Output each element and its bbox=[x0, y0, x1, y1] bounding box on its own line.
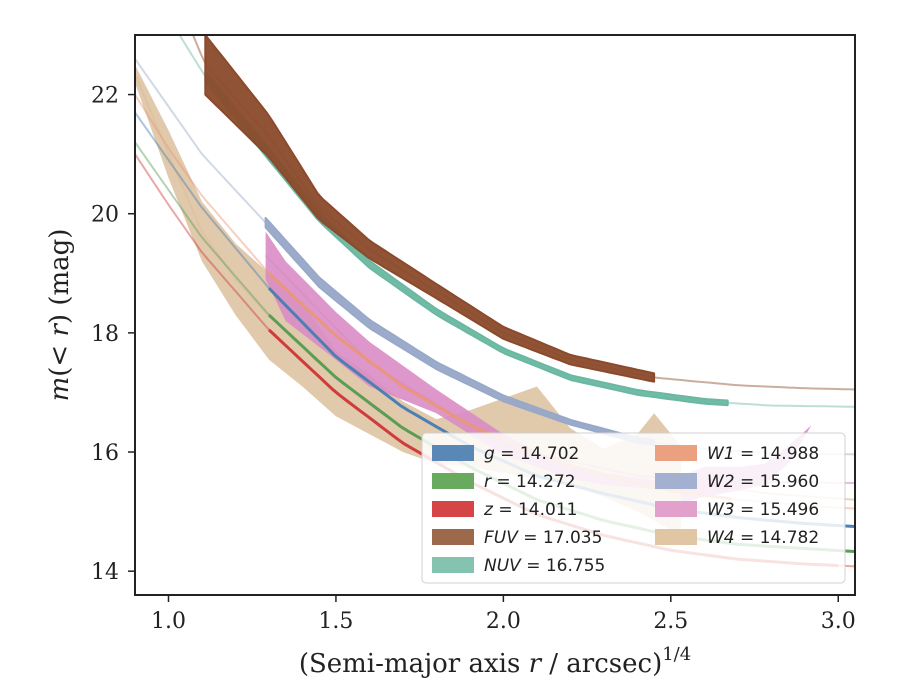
legend-swatch bbox=[655, 445, 697, 461]
x-tick-label: 1.0 bbox=[151, 609, 186, 634]
legend-entry: W1 = 14.988 bbox=[655, 444, 819, 464]
ticks-layer: 1.0 1.5 2.0 2.5 3.0 14 16 18 20 22 bbox=[91, 84, 856, 634]
y-tick-label: 20 bbox=[91, 203, 119, 228]
y-tick-label: 16 bbox=[91, 441, 119, 466]
legend-swatch bbox=[432, 529, 474, 545]
legend-swatch bbox=[655, 501, 697, 517]
legend-entry: W4 = 14.782 bbox=[655, 528, 819, 548]
legend-swatch bbox=[432, 473, 474, 489]
legend: g = 14.702 r = 14.272 z = 14.011 FUV = 17.0… bbox=[421, 432, 846, 584]
legend-label: NUV = 16.755 bbox=[484, 556, 605, 576]
legend-label: g = 14.702 bbox=[484, 444, 579, 464]
legend-entry: g = 14.702 bbox=[432, 444, 579, 464]
legend-entry: NUV = 16.755 bbox=[432, 556, 605, 576]
y-tick-label: 18 bbox=[91, 322, 119, 347]
legend-swatch bbox=[432, 501, 474, 517]
band-W3 bbox=[265, 231, 855, 493]
legend-label: FUV = 17.035 bbox=[484, 528, 602, 548]
legend-label: r = 14.272 bbox=[484, 472, 576, 492]
y-axis-title: m(< r) (mag) bbox=[45, 229, 75, 402]
band-NUV bbox=[204, 70, 729, 407]
legend-entry: W2 = 15.960 bbox=[655, 472, 819, 492]
band-FUV bbox=[204, 35, 656, 383]
model-W4 bbox=[135, 73, 270, 318]
legend-label: z = 14.011 bbox=[483, 500, 577, 520]
legend-label: W2 = 15.960 bbox=[707, 472, 819, 492]
x-tick-label: 3.0 bbox=[821, 609, 856, 634]
legend-swatch bbox=[432, 445, 474, 461]
legend-entry: W3 = 15.496 bbox=[655, 500, 819, 520]
legend-label: W1 = 14.988 bbox=[707, 444, 819, 464]
legend-box bbox=[421, 432, 846, 584]
legend-label: W4 = 14.782 bbox=[707, 528, 819, 548]
y-tick-label: 22 bbox=[91, 84, 119, 109]
x-axis-title: (Semi-major axis r / arcsec)1/4 bbox=[299, 644, 691, 679]
legend-entry: r = 14.272 bbox=[432, 472, 576, 492]
legend-swatch bbox=[655, 473, 697, 489]
legend-swatch bbox=[655, 529, 697, 545]
band-W4 bbox=[135, 64, 681, 536]
x-tick-label: 2.0 bbox=[486, 609, 521, 634]
series-FUV bbox=[191, 35, 855, 391]
plot-frame bbox=[134, 34, 856, 596]
legend-label: W3 = 15.496 bbox=[707, 500, 819, 520]
legend-swatch bbox=[432, 557, 474, 573]
x-tick-label: 1.5 bbox=[318, 609, 353, 634]
legend-entry: z = 14.011 bbox=[432, 500, 577, 520]
y-tick-label: 14 bbox=[91, 560, 119, 585]
legend-entry: FUV = 17.035 bbox=[432, 528, 602, 548]
x-tick-label: 2.5 bbox=[653, 609, 688, 634]
